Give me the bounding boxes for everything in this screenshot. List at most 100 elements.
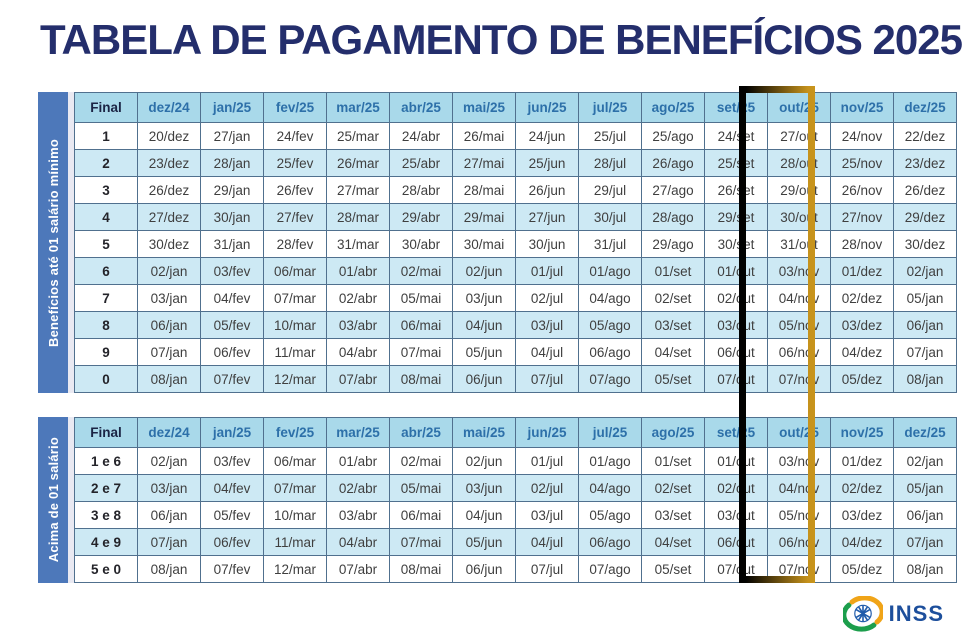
payment-date-cell: 25/abr bbox=[389, 149, 453, 177]
payment-date-cell: 07/mai bbox=[389, 338, 453, 366]
payment-date-cell: 03/out bbox=[704, 311, 768, 339]
payment-date-cell: 05/jan bbox=[893, 474, 957, 502]
payment-date-cell: 06/fev bbox=[200, 338, 264, 366]
payment-date-cell: 27/fev bbox=[263, 203, 327, 231]
payment-date-cell: 06/mar bbox=[263, 257, 327, 285]
final-digit-cell: 2 e 7 bbox=[74, 474, 138, 502]
payment-date-cell: 07/ago bbox=[578, 365, 642, 393]
month-column-header: jan/25 bbox=[200, 92, 264, 123]
payment-date-cell: 28/jul bbox=[578, 149, 642, 177]
payment-date-cell: 01/abr bbox=[326, 257, 390, 285]
payment-date-cell: 25/ago bbox=[641, 122, 705, 150]
payment-date-cell: 04/jul bbox=[515, 338, 579, 366]
payment-date-cell: 04/dez bbox=[830, 528, 894, 556]
final-digit-cell: 5 bbox=[74, 230, 138, 258]
month-column-header: ago/25 bbox=[641, 417, 705, 448]
payment-date-cell: 03/jun bbox=[452, 474, 516, 502]
payment-date-cell: 03/abr bbox=[326, 311, 390, 339]
payment-date-cell: 01/ago bbox=[578, 257, 642, 285]
payment-date-cell: 07/jul bbox=[515, 365, 579, 393]
payment-date-cell: 02/out bbox=[704, 284, 768, 312]
month-column-header: fev/25 bbox=[263, 417, 327, 448]
payment-date-cell: 05/jan bbox=[893, 284, 957, 312]
payment-date-cell: 01/abr bbox=[326, 447, 390, 475]
payment-date-cell: 29/abr bbox=[389, 203, 453, 231]
payment-date-cell: 02/set bbox=[641, 474, 705, 502]
payment-date-cell: 07/out bbox=[704, 365, 768, 393]
payment-date-cell: 02/jan bbox=[893, 447, 957, 475]
payment-date-cell: 30/dez bbox=[137, 230, 201, 258]
payment-date-cell: 24/abr bbox=[389, 122, 453, 150]
payment-date-cell: 03/abr bbox=[326, 501, 390, 529]
payment-table-above-minimum: Final dez/24 jan/25 fev/25 mar/25 abr/25 mai/2… bbox=[74, 417, 957, 583]
payment-date-cell: 31/jul bbox=[578, 230, 642, 258]
payment-date-cell: 08/jan bbox=[137, 555, 201, 583]
payment-date-cell: 27/mai bbox=[452, 149, 516, 177]
payment-date-cell: 05/fev bbox=[200, 501, 264, 529]
month-column-header: out/25 bbox=[767, 92, 831, 123]
sidebar-label-text: Acima de 01 salário bbox=[45, 437, 61, 563]
header-row: Final dez/24 jan/25 fev/25 mar/25 abr/25 mai/2… bbox=[74, 92, 957, 123]
month-column-header: dez/25 bbox=[893, 417, 957, 448]
payment-date-cell: 29/jul bbox=[578, 176, 642, 204]
table-row: 2 e 7 03/jan 04/fev 07/mar 02/abr 05/mai 03/ju… bbox=[74, 474, 957, 502]
payment-date-cell: 28/mai bbox=[452, 176, 516, 204]
table-row: 2 23/dez 28/jan 25/fev 26/mar 25/abr 27/mai 25/… bbox=[74, 149, 957, 177]
table-row: 5 e 0 08/jan 07/fev 12/mar 07/abr 08/mai 06/ju… bbox=[74, 555, 957, 583]
payment-date-cell: 27/mar bbox=[326, 176, 390, 204]
payment-date-cell: 06/jan bbox=[137, 311, 201, 339]
payment-date-cell: 07/nov bbox=[767, 365, 831, 393]
payment-date-cell: 24/set bbox=[704, 122, 768, 150]
final-digit-cell: 7 bbox=[74, 284, 138, 312]
payment-date-cell: 02/dez bbox=[830, 474, 894, 502]
payment-date-cell: 05/jun bbox=[452, 528, 516, 556]
payment-date-cell: 27/jan bbox=[200, 122, 264, 150]
month-column-header: jul/25 bbox=[578, 417, 642, 448]
payment-date-cell: 26/nov bbox=[830, 176, 894, 204]
payment-date-cell: 05/nov bbox=[767, 501, 831, 529]
page-title: TABELA DE PAGAMENTO DE BENEFÍCIOS 2025 bbox=[40, 16, 963, 63]
payment-date-cell: 06/nov bbox=[767, 338, 831, 366]
final-digit-cell: 3 bbox=[74, 176, 138, 204]
payment-date-cell: 22/dez bbox=[893, 122, 957, 150]
payment-date-cell: 26/fev bbox=[263, 176, 327, 204]
payment-date-cell: 24/nov bbox=[830, 122, 894, 150]
table-row: 4 e 9 07/jan 06/fev 11/mar 04/abr 07/mai 05/ju… bbox=[74, 528, 957, 556]
payment-date-cell: 10/mar bbox=[263, 311, 327, 339]
payment-date-cell: 03/jan bbox=[137, 284, 201, 312]
payment-date-cell: 08/mai bbox=[389, 555, 453, 583]
payment-date-cell: 24/jun bbox=[515, 122, 579, 150]
payment-date-cell: 02/abr bbox=[326, 284, 390, 312]
payment-date-cell: 03/set bbox=[641, 501, 705, 529]
month-column-header: jan/25 bbox=[200, 417, 264, 448]
payment-date-cell: 01/jul bbox=[515, 447, 579, 475]
payment-date-cell: 05/dez bbox=[830, 555, 894, 583]
month-column-header: mai/25 bbox=[452, 417, 516, 448]
final-digit-cell: 1 e 6 bbox=[74, 447, 138, 475]
month-column-header: abr/25 bbox=[389, 417, 453, 448]
sidebar-spacer bbox=[68, 92, 74, 393]
final-digit-cell: 4 bbox=[74, 203, 138, 231]
table-section-above-minimum: Acima de 01 salário Final dez/24 jan/25 fev… bbox=[38, 417, 957, 583]
payment-date-cell: 30/abr bbox=[389, 230, 453, 258]
payment-date-cell: 04/nov bbox=[767, 474, 831, 502]
payment-date-cell: 03/nov bbox=[767, 447, 831, 475]
payment-date-cell: 27/out bbox=[767, 122, 831, 150]
month-column-header: fev/25 bbox=[263, 92, 327, 123]
table-row: 3 e 8 06/jan 05/fev 10/mar 03/abr 06/mai 04/ju… bbox=[74, 501, 957, 529]
month-column-header: dez/24 bbox=[137, 92, 201, 123]
inss-logo-text: INSS bbox=[888, 601, 944, 626]
payment-date-cell: 08/jan bbox=[893, 555, 957, 583]
month-column-header: dez/25 bbox=[893, 92, 957, 123]
table-row: 3 26/dez 29/jan 26/fev 27/mar 28/abr 28/mai 26/… bbox=[74, 176, 957, 204]
payment-date-cell: 01/ago bbox=[578, 447, 642, 475]
payment-date-cell: 06/mai bbox=[389, 501, 453, 529]
payment-date-cell: 03/fev bbox=[200, 257, 264, 285]
payment-date-cell: 10/mar bbox=[263, 501, 327, 529]
payment-date-cell: 06/ago bbox=[578, 528, 642, 556]
inss-logo: INSS bbox=[842, 596, 944, 632]
payment-date-cell: 04/fev bbox=[200, 474, 264, 502]
payment-date-cell: 29/mai bbox=[452, 203, 516, 231]
table-row: 4 27/dez 30/jan 27/fev 28/mar 29/abr 29/mai 27/… bbox=[74, 203, 957, 231]
payment-date-cell: 24/fev bbox=[263, 122, 327, 150]
